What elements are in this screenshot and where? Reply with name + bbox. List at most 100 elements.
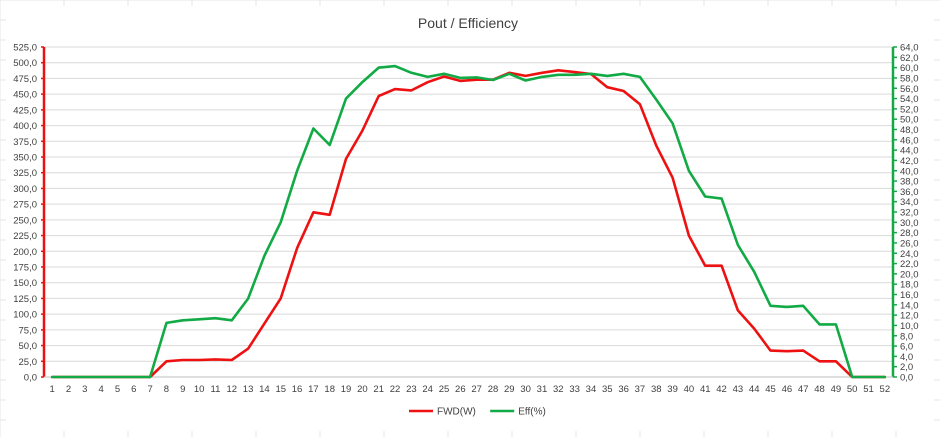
left-tick-label: 475,0 (13, 74, 37, 85)
x-tick-label: 38 (651, 384, 662, 395)
right-tick-label: 44,0 (900, 146, 919, 157)
x-tick-label: 4 (98, 384, 103, 395)
x-tick-label: 9 (180, 384, 185, 395)
left-tick-label: 375,0 (13, 137, 37, 148)
right-tick-label: 6,0 (900, 342, 913, 353)
x-tick-label: 33 (569, 384, 580, 395)
right-tick-label: 56,0 (900, 84, 919, 95)
x-tick-label: 45 (765, 384, 776, 395)
right-tick-label: 64,0 (900, 43, 919, 54)
left-tick-label: 200,0 (13, 247, 37, 258)
x-tick-label: 12 (226, 384, 237, 395)
left-tick-label: 0,0 (24, 373, 37, 384)
chart-title: Pout / Efficiency (418, 15, 518, 31)
x-tick-label: 28 (488, 384, 499, 395)
x-tick-label: 19 (341, 384, 352, 395)
left-tick-label: 450,0 (13, 90, 37, 101)
right-y-axis: 0,02,04,06,08,010,012,014,016,018,020,02… (891, 43, 919, 384)
x-tick-label: 2 (66, 384, 71, 395)
right-tick-label: 46,0 (900, 135, 919, 146)
x-tick-label: 14 (259, 384, 270, 395)
x-tick-label: 15 (275, 384, 286, 395)
left-tick-label: 325,0 (13, 168, 37, 179)
x-tick-label: 18 (324, 384, 335, 395)
right-tick-label: 24,0 (900, 249, 919, 260)
left-tick-label: 500,0 (13, 58, 37, 69)
left-tick-label: 525,0 (13, 43, 37, 54)
x-tick-label: 6 (131, 384, 136, 395)
x-tick-label: 43 (733, 384, 744, 395)
x-tick-label: 26 (455, 384, 466, 395)
legend: FWD(W) Eff(%) (409, 407, 546, 418)
left-tick-label: 100,0 (13, 310, 37, 321)
x-tick-label: 11 (210, 384, 220, 395)
gridlines (44, 46, 893, 378)
left-tick-label: 300,0 (13, 184, 37, 195)
x-tick-label: 24 (422, 384, 433, 395)
right-tick-label: 38,0 (900, 177, 919, 188)
x-tick-label: 41 (700, 384, 711, 395)
x-tick-label: 27 (471, 384, 482, 395)
right-tick-label: 40,0 (900, 166, 919, 177)
x-tick-label: 51 (863, 384, 874, 395)
right-tick-label: 10,0 (900, 321, 919, 332)
x-tick-label: 49 (831, 384, 842, 395)
left-y-axis: 0,0 25,0 50,0 75,0 100,0 125,0 150,0 175,0 200,0… (13, 43, 46, 384)
right-tick-label: 26,0 (900, 238, 919, 249)
x-tick-label: 52 (880, 384, 891, 395)
x-tick-label: 29 (504, 384, 515, 395)
x-tick-label: 50 (847, 384, 858, 395)
x-axis: 1 2 3 4 5 6 7 8 9 10 11 12 13 14 15 16 17 18 19 20 21 22 23 24 2… (44, 376, 893, 395)
x-tick-label: 42 (716, 384, 727, 395)
left-tick-label: 400,0 (13, 121, 37, 132)
x-tick-label: 10 (194, 384, 205, 395)
left-tick-label: 350,0 (13, 153, 37, 164)
left-tick-label: 125,0 (13, 294, 37, 305)
right-tick-label: 14,0 (900, 300, 919, 311)
series-line-eff (50, 64, 887, 379)
right-tick-label: 36,0 (900, 187, 919, 198)
x-tick-label: 1 (50, 384, 55, 395)
left-tick-label: 425,0 (13, 105, 37, 116)
chart-background (6, 6, 934, 431)
x-tick-label: 3 (82, 384, 87, 395)
left-tick-label: 175,0 (13, 263, 37, 274)
right-tick-label: 52,0 (900, 104, 919, 115)
series-lines (50, 64, 887, 379)
right-tick-label: 8,0 (900, 331, 913, 342)
x-tick-label: 40 (684, 384, 695, 395)
x-tick-label: 35 (602, 384, 613, 395)
x-tick-label: 48 (814, 384, 825, 395)
legend-label: Eff(%) (518, 407, 546, 418)
x-tick-label: 39 (667, 384, 678, 395)
x-tick-label: 20 (357, 384, 368, 395)
right-tick-label: 18,0 (900, 280, 919, 291)
right-tick-label: 50,0 (900, 115, 919, 126)
x-tick-label: 16 (292, 384, 303, 395)
x-tick-label: 47 (798, 384, 809, 395)
x-tick-label: 36 (618, 384, 629, 395)
right-tick-label: 32,0 (900, 208, 919, 219)
left-tick-label: 25,0 (19, 357, 38, 368)
right-tick-label: 60,0 (900, 63, 919, 74)
x-tick-label: 23 (406, 384, 417, 395)
left-tick-label: 75,0 (19, 325, 38, 336)
x-tick-label: 22 (390, 384, 401, 395)
left-tick-label: 50,0 (19, 341, 38, 352)
right-tick-label: 2,0 (900, 362, 913, 373)
left-tick-label: 275,0 (13, 200, 37, 211)
left-tick-label: 250,0 (13, 215, 37, 226)
right-tick-label: 54,0 (900, 94, 919, 105)
right-tick-label: 0,0 (900, 373, 913, 384)
right-tick-label: 48,0 (900, 125, 919, 136)
right-tick-label: 28,0 (900, 228, 919, 239)
x-tick-label: 44 (749, 384, 760, 395)
x-tick-label: 25 (439, 384, 450, 395)
x-tick-label: 21 (373, 384, 384, 395)
right-tick-label: 58,0 (900, 73, 919, 84)
right-tick-label: 16,0 (900, 290, 919, 301)
x-tick-label: 37 (635, 384, 646, 395)
x-tick-label: 46 (782, 384, 793, 395)
